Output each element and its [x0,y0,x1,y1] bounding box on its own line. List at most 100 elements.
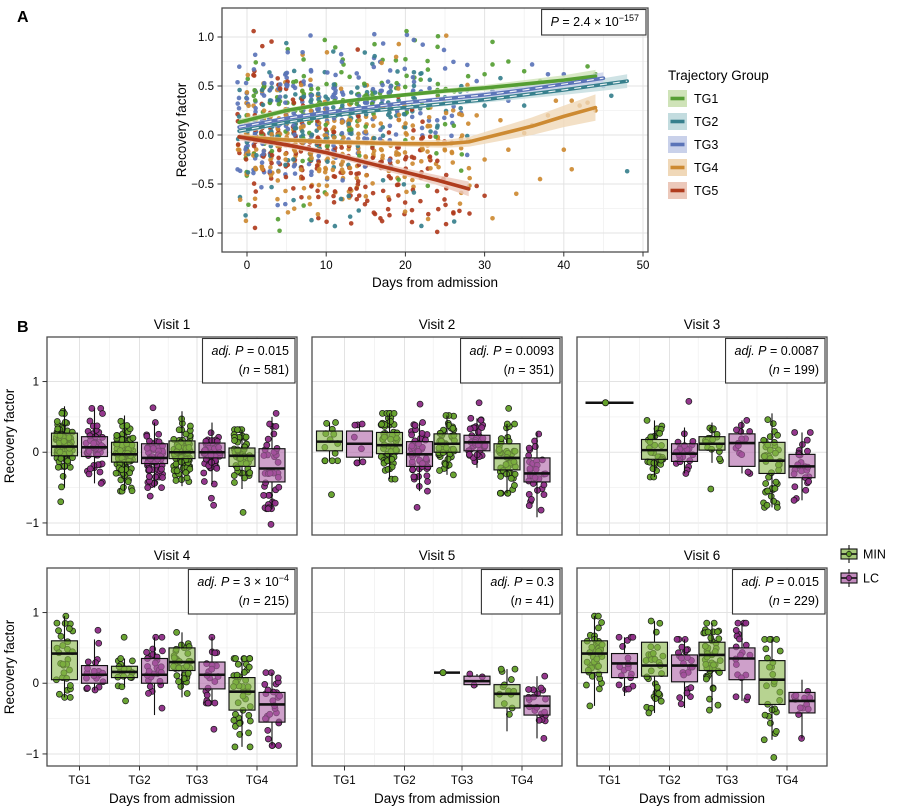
svg-text:(n = 229): (n = 229) [769,594,819,608]
facet-x-axis-title: Days from admission [374,791,500,806]
panel-b-label: B [17,319,29,336]
facet-x-axis: TG1 TG2 TG3 TG4 Days from admission [598,766,799,806]
facet-visit-5: Visit 5 adj. P = 0.3 (n = 41) TG1 TG2 TG3 TG4 D… [311,548,563,806]
box-tg4-min [228,655,256,751]
x-tick-label: TG1 [68,775,90,787]
facet-title: Visit 1 [154,317,191,332]
facet-visit-3: Visit 3 adj. P = 0.0087 (n = 199) [576,317,828,536]
box-tg4-lc [788,429,816,504]
panel-a-y-tick: −0.5 [191,179,214,191]
legend-entry-label: MIN [863,548,886,562]
panel-a-x-tick: 10 [320,260,333,272]
panel-a-pvalue-box: P = 2.4 × 10−157 [541,8,647,36]
box-tg3-min [434,669,460,677]
svg-text:(n = 41): (n = 41) [511,594,554,608]
x-tick-label: TG1 [598,775,620,787]
box-tg2-min [375,409,404,483]
x-tick-label: TG3 [716,775,738,787]
box-tg3-min [433,412,461,479]
panel-a-y-tick: 0.0 [198,130,214,142]
svg-text:adj. P = 0.3: adj. P = 0.3 [490,575,554,589]
box-tg2-lc [670,636,699,708]
facet-title: Visit 6 [684,548,721,563]
box-tg1-min [585,399,634,407]
legend-entry-label: TG3 [694,138,718,152]
legend-entry-label: TG1 [694,92,718,106]
facet-border [576,336,828,536]
legend-entry-tg4: TG4 [668,159,718,176]
panel-a-x-tick: 20 [399,260,412,272]
box-tg1-lc [610,633,639,696]
facet-y-axis-title: Recovery factor [2,619,17,714]
x-tick-label: TG2 [658,775,680,787]
legend-entry-label: TG5 [694,184,718,198]
box-tg2-min [640,617,669,717]
box-tg3-lc [463,399,491,468]
x-tick-label: TG4 [246,775,269,787]
svg-text:(n = 581): (n = 581) [239,363,289,377]
panel-a-x-tick: 40 [557,260,570,272]
panel-b-legend: MIN LC [840,545,886,587]
x-tick-label: TG3 [186,775,208,787]
panel-a-y-axis-title: Recovery factor [174,82,189,177]
facet-x-axis-title: Days from admission [639,791,765,806]
x-tick-label: TG1 [333,775,355,787]
box-tg2-lc [670,397,699,477]
legend-entry-tg3: TG3 [668,136,718,153]
legend-entry-tg2: TG2 [668,113,718,130]
facet-visit-1: Visit 1 adj. P = 0.015 (n = 581) 1 0 −1 Recove… [2,317,298,536]
box-tg1-min [50,612,79,701]
svg-text:adj. P = 3 × 10−4: adj. P = 3 × 10−4 [197,573,289,589]
svg-text:adj. P = 0.015: adj. P = 0.015 [212,344,290,358]
panel-a-x-tick: 30 [478,260,491,272]
facet-title: Visit 3 [684,317,721,332]
panel-a-legend-title: Trajectory Group [668,68,769,83]
legend-entry-lc: LC [840,569,879,587]
box-tg3-lc [463,670,491,689]
panel-a-x-tick: 0 [244,260,250,272]
y-tick-label: 0 [33,678,39,690]
box-tg4-lc [523,672,551,742]
facet-title: Visit 2 [419,317,456,332]
x-tick-label: TG2 [128,775,150,787]
svg-text:adj. P = 0.015: adj. P = 0.015 [742,575,820,589]
box-tg3-lc [728,619,756,704]
legend-entry-min: MIN [840,545,886,563]
facet-y-axis: 1 0 −1 Recovery factor [2,608,47,761]
facet-x-axis-title: Days from admission [109,791,235,806]
svg-text:(n = 351): (n = 351) [504,363,554,377]
facet-adj-p-box: adj. P = 3 × 10−4 (n = 215) [187,568,296,615]
box-tg2-min [110,633,139,705]
facet-border [311,567,563,767]
box-tg2-lc [140,633,169,716]
x-tick-label: TG4 [776,775,799,787]
facet-border [46,336,298,536]
box-tg2-lc [140,404,169,500]
x-tick-label: TG2 [393,775,415,787]
facet-x-axis: TG1 TG2 TG3 TG4 Days from admission [68,766,269,806]
facet-title: Visit 4 [154,548,191,563]
legend-entry-tg1: TG1 [668,90,718,107]
facet-adj-p-box: adj. P = 0.015 (n = 581) [201,337,296,384]
y-tick-label: 1 [33,608,39,620]
box-tg1-lc [80,626,109,694]
legend-entry-label: TG4 [694,161,718,175]
box-tg2-min [640,417,669,481]
svg-text:(n = 199): (n = 199) [769,363,819,377]
box-tg3-lc [728,417,756,477]
box-tg1-lc [345,420,374,467]
panel-a-label: A [17,9,29,26]
facet-border [46,567,298,767]
panel-a-legend: Trajectory Group TG1 TG2 TG3 TG4 TG5 [668,68,769,199]
box-tg1-min [580,612,609,710]
box-tg4-min [228,426,256,516]
box-tg4-lc [258,669,286,749]
facet-y-axis: 1 0 −1 Recovery factor [2,377,47,530]
panel-a-trajectory-chart: 0 10 20 30 40 50 1.0 0.5 0.0 −0.5 −1.0 Days from ad… [17,7,769,290]
panel-a-y-tick: 0.5 [198,81,214,93]
svg-text:P = 2.4 × 10−157: P = 2.4 × 10−157 [551,13,639,29]
panel-a-axes: 0 10 20 30 40 50 1.0 0.5 0.0 −0.5 −1.0 Days from ad… [174,32,649,290]
panel-b-boxplot-facets: B Visit 1 adj. P = 0.015 (n = 581) 1 0 −1 Recov… [2,317,886,806]
